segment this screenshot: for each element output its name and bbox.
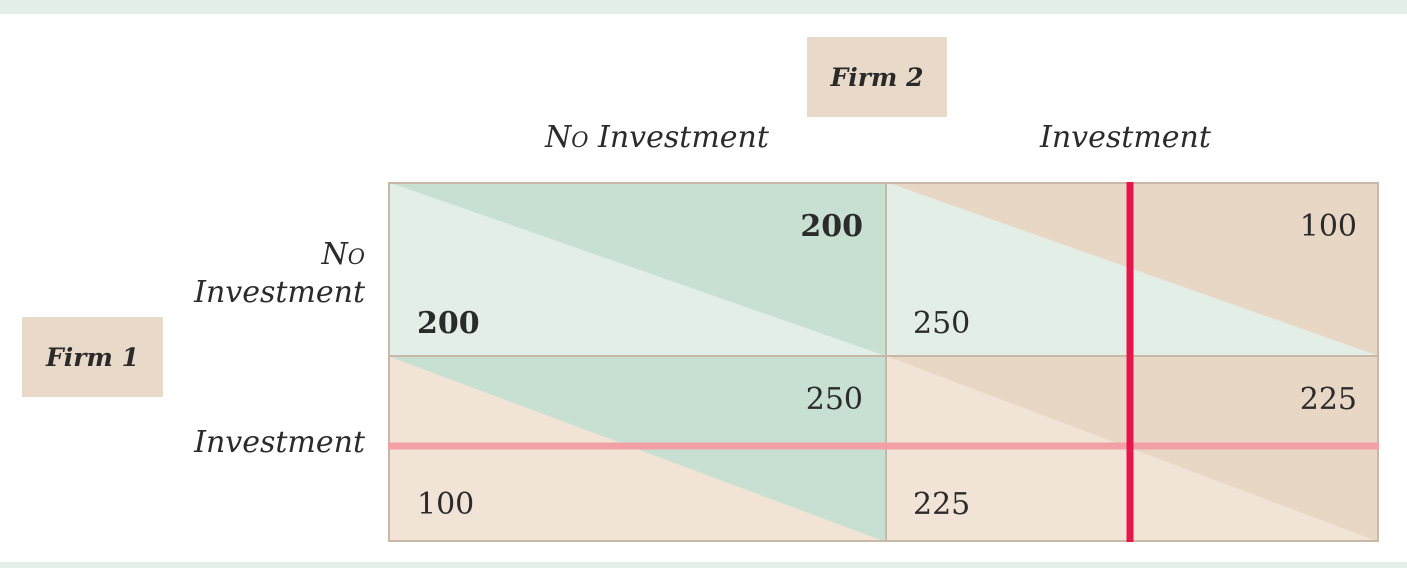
column-header-investment-rest: Investment xyxy=(1040,120,1211,155)
column-header-no-investment: No Investment xyxy=(545,120,769,155)
payoff-ii-firm2: 225 xyxy=(1299,382,1357,417)
payoff-in-firm1: 100 xyxy=(417,487,475,522)
firm-1-label: Firm 1 xyxy=(22,317,163,397)
payoff-ni-firm2: 100 xyxy=(1299,209,1357,244)
row-header-no-investment: No Investment xyxy=(194,236,365,312)
payoff-ni-firm1: 250 xyxy=(913,306,971,341)
cell-nn-firm2-region xyxy=(388,182,886,356)
payoff-in-firm2: 250 xyxy=(805,382,863,417)
column-header-investment: Investment xyxy=(1040,120,1211,155)
column-header-no-investment-first: No xyxy=(545,120,589,155)
matrix-border xyxy=(388,182,1379,542)
firm-2-label: Firm 2 xyxy=(807,37,947,117)
row-header-no-investment-line1: No xyxy=(321,237,365,272)
cell-no-investment-no-investment xyxy=(388,182,886,356)
row-header-investment: Investment xyxy=(194,424,365,462)
payoff-matrix xyxy=(388,182,1379,542)
payoff-ii-firm1: 225 xyxy=(913,487,971,522)
row-header-no-investment-line2: Investment xyxy=(194,275,365,310)
payoff-nn-firm1: 200 xyxy=(417,306,480,341)
payoff-nn-firm2: 200 xyxy=(800,209,863,244)
row-header-investment-line1: Investment xyxy=(194,425,365,460)
column-header-no-investment-rest: Investment xyxy=(588,120,769,155)
